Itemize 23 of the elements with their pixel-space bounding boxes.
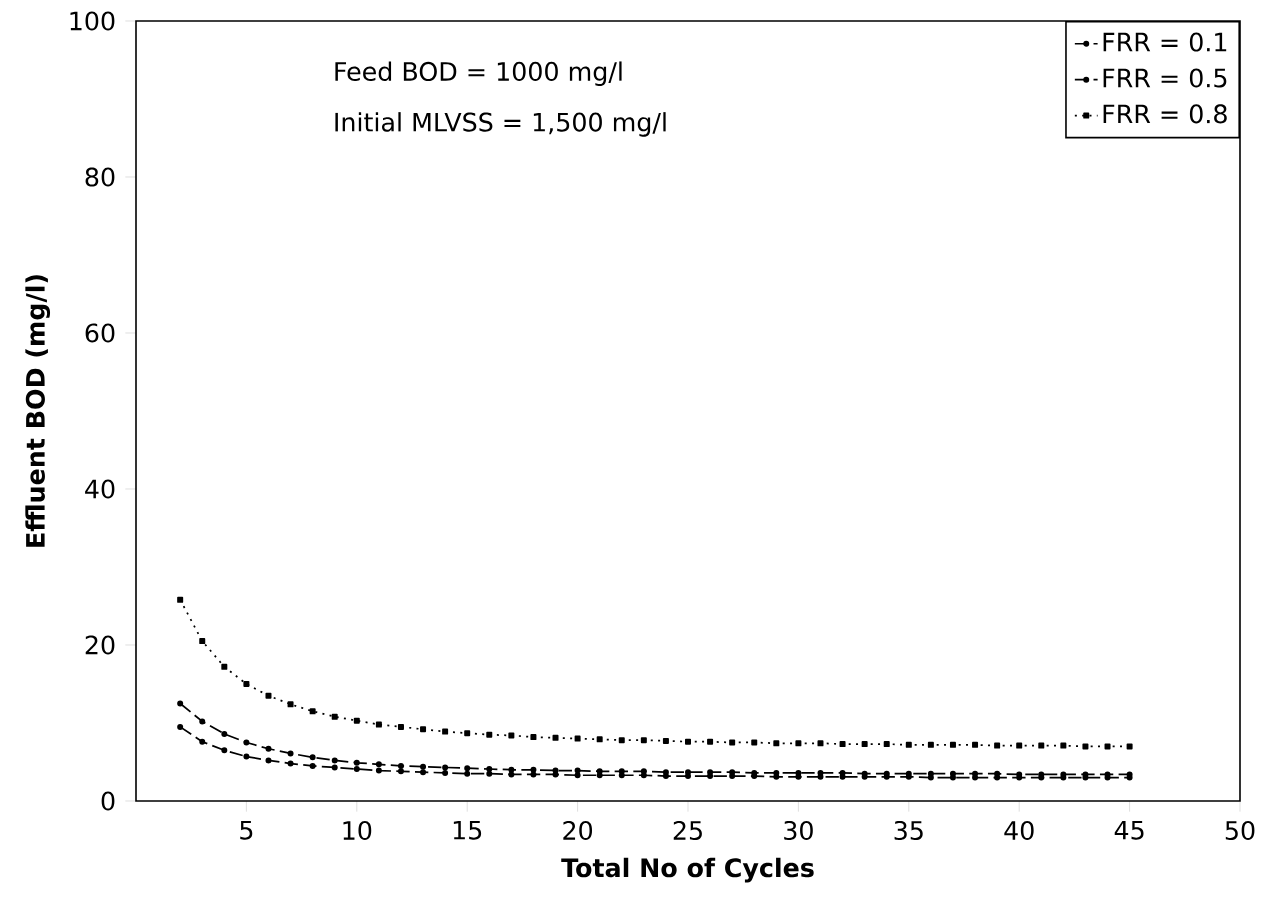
x-tick-label: 40 (1004, 820, 1034, 841)
annotation: Initial MLVSS = 1,500 mg/l (335, 112, 666, 137)
legend-label: FRR = 0.8 (1103, 104, 1227, 124)
legend-label: FRR = 0.5 (1103, 68, 1227, 88)
x-tick-label: 30 (784, 820, 813, 841)
x-tick-label: 20 (563, 820, 593, 841)
legend-label: FRR = 0.1 (1103, 32, 1227, 52)
y-tick-label: 20 (85, 635, 115, 655)
y-tick-label: 40 (85, 479, 115, 499)
x-axis-title: Total No of Cycles (561, 857, 814, 883)
x-tick-label: 25 (673, 820, 702, 841)
x-tick-label: 35 (894, 820, 923, 841)
x-tick-label: 5 (240, 820, 253, 840)
x-tick-label: 50 (1225, 820, 1255, 841)
x-tick-label: 15 (453, 820, 482, 840)
x-tick-label: 45 (1114, 820, 1144, 840)
y-tick-label: 0 (101, 791, 115, 811)
annotation: Feed BOD = 1000 mg/l (335, 61, 622, 86)
y-tick-label: 80 (85, 167, 115, 187)
y-axis-title: Effluent BOD (mg/l) (25, 275, 51, 547)
y-tick-label: 100 (70, 11, 115, 31)
y-tick-label: 60 (85, 323, 115, 343)
x-tick-label: 10 (343, 820, 372, 841)
